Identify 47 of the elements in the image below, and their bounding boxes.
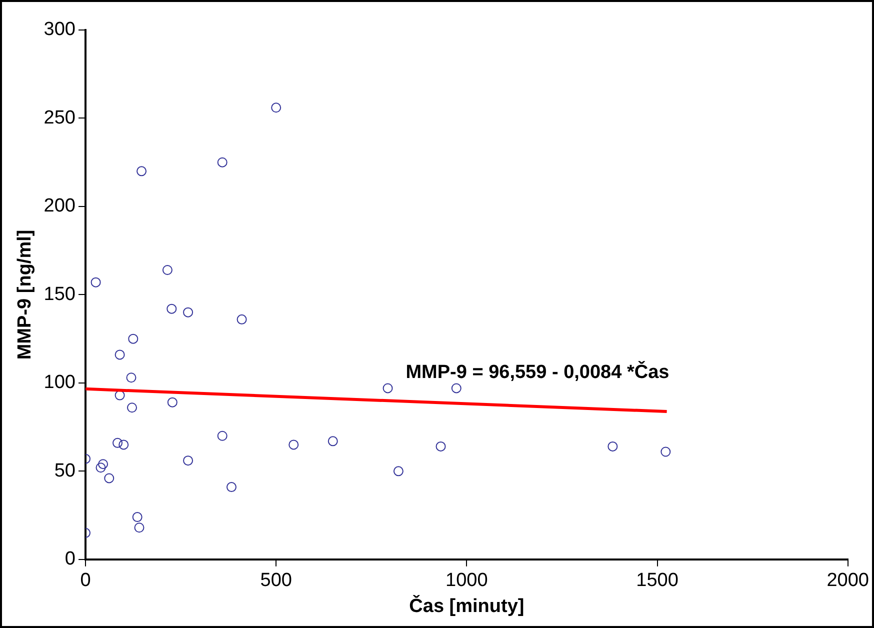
annotation: MMP-9 = 96,559 - 0,0084 *Čas xyxy=(406,360,670,383)
point xyxy=(112,438,123,448)
point xyxy=(127,402,138,413)
y-tick-label: 300 xyxy=(44,19,76,40)
point xyxy=(134,522,144,533)
y-axis-title: MMP-9 [ng/ml] xyxy=(14,230,36,360)
x-tick-label: 1500 xyxy=(636,570,678,592)
y-tick-label: 150 xyxy=(44,284,76,305)
point xyxy=(90,277,101,288)
point xyxy=(136,166,147,176)
point xyxy=(114,350,125,360)
y-tick-label: 50 xyxy=(54,460,76,482)
point xyxy=(162,264,172,275)
point xyxy=(271,102,282,113)
point xyxy=(126,372,136,383)
point xyxy=(96,462,106,473)
point xyxy=(236,314,247,324)
x-tick-label: 1000 xyxy=(446,570,488,592)
point xyxy=(183,456,194,466)
point xyxy=(118,440,129,450)
point xyxy=(608,441,618,452)
point xyxy=(328,436,338,446)
point xyxy=(114,390,125,400)
x-tick-label: 500 xyxy=(260,570,292,592)
point xyxy=(436,441,446,452)
y-tick-label: 100 xyxy=(44,372,76,394)
point xyxy=(393,466,404,476)
point xyxy=(226,482,236,492)
point xyxy=(183,307,194,318)
point xyxy=(660,446,671,457)
point xyxy=(382,383,393,394)
x-axis-title: Čas [minuty] xyxy=(409,594,524,617)
y-tick-label: 250 xyxy=(44,107,76,128)
point xyxy=(104,473,114,484)
point xyxy=(217,430,228,441)
point xyxy=(132,512,142,522)
point xyxy=(167,397,178,408)
point xyxy=(166,304,177,314)
point xyxy=(451,383,462,394)
point xyxy=(288,440,299,450)
point xyxy=(217,157,228,168)
x-tick-label: 2000 xyxy=(826,570,870,592)
point xyxy=(128,334,138,344)
y-tick-label: 200 xyxy=(44,196,76,217)
y-tick-label: 0 xyxy=(64,548,76,570)
point xyxy=(98,459,108,470)
x-tick-label: 0 xyxy=(80,570,91,592)
